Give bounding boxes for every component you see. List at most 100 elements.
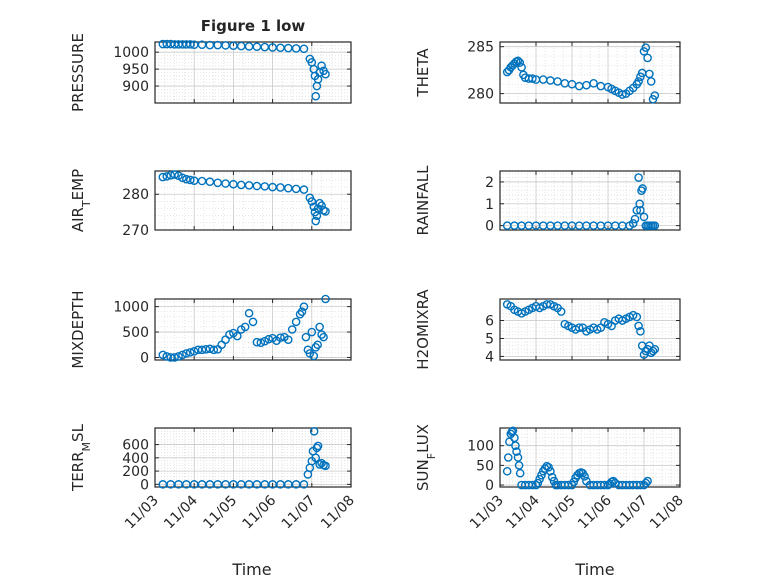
y-tick-label: 1000 (113, 45, 149, 61)
data-point (317, 201, 326, 210)
y-tick-label: 100 (467, 439, 494, 455)
data-point (236, 180, 246, 190)
data-point (276, 333, 285, 342)
x-tick-label: 11/06 (575, 492, 615, 532)
data-point (276, 183, 285, 192)
data-point (596, 81, 606, 91)
data-point (574, 323, 584, 333)
data-point (321, 207, 330, 216)
data-point (650, 221, 660, 230)
data-point (295, 309, 305, 319)
y-axis-label: RAINFALL (414, 165, 432, 236)
data-point (632, 312, 642, 322)
y-tick-label: 900 (122, 79, 149, 95)
y-axis-label: H2OMIXRA (414, 289, 432, 370)
y-tick-label: 0 (485, 219, 494, 235)
data-point (315, 322, 324, 332)
y-axis-label: PRESSURE (69, 33, 87, 112)
data-point (185, 175, 195, 185)
data-point (639, 212, 649, 222)
data-point (244, 42, 254, 51)
data-point (248, 317, 258, 327)
data-point (317, 330, 326, 339)
y-tick-label: 285 (467, 40, 494, 56)
data-point (513, 56, 523, 66)
data-point (170, 170, 179, 179)
chart-title: Figure 1 low (201, 17, 306, 35)
data-point (315, 460, 324, 469)
x-tick-label: 11/05 (539, 493, 579, 533)
data-point (291, 317, 301, 327)
data-point (503, 453, 513, 462)
data-point (307, 197, 317, 206)
y-tick-label: 6 (485, 314, 494, 330)
data-point (537, 470, 546, 480)
y-tick-label: 950 (122, 62, 149, 78)
data-point (510, 433, 519, 443)
data-point (311, 453, 321, 463)
data-point (313, 340, 322, 350)
data-point (634, 173, 643, 182)
data-point (535, 474, 544, 484)
data-point (533, 478, 543, 488)
data-point (209, 345, 219, 355)
data-point (311, 342, 321, 352)
data-point (283, 335, 293, 344)
data-point (511, 441, 520, 451)
data-point (517, 63, 526, 72)
data-point (636, 480, 645, 490)
data-point (252, 337, 262, 347)
axes-frame (499, 170, 681, 231)
data-point (299, 302, 309, 311)
data-point (162, 352, 172, 361)
data-point (609, 476, 618, 486)
data-point (197, 345, 207, 355)
x-tick-label: 11/08 (318, 493, 358, 533)
data-point (233, 331, 242, 341)
data-point (515, 468, 525, 478)
x-tick-label: 11/04 (161, 492, 201, 532)
y-tick-label: 1 (485, 197, 494, 213)
data-point (513, 453, 523, 462)
data-point (185, 40, 195, 49)
data-point (170, 353, 179, 362)
data-point (178, 173, 187, 183)
y-tick-label: 5 (485, 331, 494, 347)
y-tick-label: 0 (485, 478, 494, 494)
data-point (213, 178, 223, 188)
data-point (264, 334, 273, 344)
data-point (256, 338, 266, 348)
y-tick-label: 1000 (113, 300, 149, 316)
data-point (283, 43, 293, 53)
x-tick-label: 11/06 (240, 492, 280, 532)
data-point (311, 91, 321, 101)
x-tick-label: 11/03 (467, 493, 507, 533)
data-point (197, 176, 207, 186)
data-point (528, 74, 537, 83)
data-point (646, 77, 656, 86)
data-point (205, 177, 215, 187)
data-point (221, 41, 230, 50)
data-point (544, 463, 553, 472)
data-point (221, 179, 230, 188)
data-point (546, 466, 555, 476)
data-point (317, 61, 326, 71)
data-point (162, 172, 172, 181)
data-point (600, 480, 609, 490)
data-point (240, 322, 250, 332)
data-point (260, 182, 270, 191)
y-tick-label: 200 (122, 464, 149, 480)
data-point (528, 480, 537, 490)
data-point (166, 353, 175, 362)
data-point (244, 308, 254, 318)
data-point (321, 294, 330, 304)
x-tick-label: 11/05 (200, 493, 240, 533)
y-axis-label: SUNFLUX (414, 424, 438, 491)
subplot-h2omixra: 4 56 H2OMIXRA (414, 289, 681, 370)
y-axis-label: MIXDEPTH (69, 290, 87, 368)
data-point (512, 447, 521, 456)
data-point (636, 326, 645, 336)
data-point (244, 181, 254, 190)
